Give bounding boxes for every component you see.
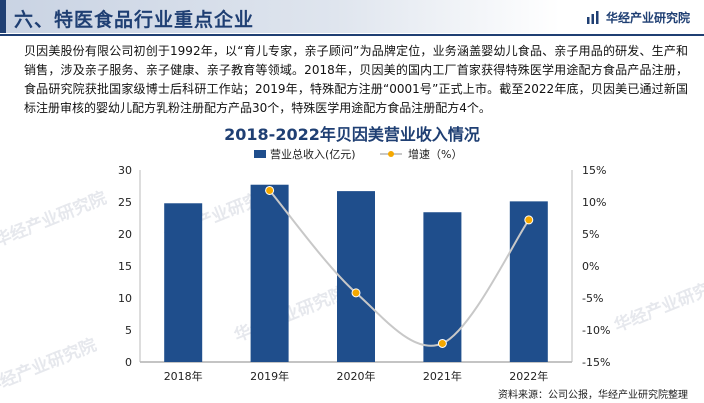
legend-line-label: 增速（%） (408, 147, 462, 161)
y-right-tick-label: 0% (582, 260, 599, 273)
x-tick-label: 2019年 (250, 369, 289, 383)
y-right-tick-label: 5% (582, 228, 599, 241)
revenue-bar (423, 212, 462, 362)
x-tick-label: 2018年 (164, 369, 203, 383)
legend-bar-label: 营业总收入(亿元) (270, 147, 356, 161)
y-left-tick-label: 30 (118, 164, 132, 177)
legend-bar-swatch (254, 150, 266, 158)
header-divider (0, 34, 704, 36)
data-source: 资料来源：公司公报，华经产业研究院整理 (498, 390, 688, 401)
revenue-bar (250, 184, 289, 362)
y-right-tick-label: -5% (582, 292, 603, 305)
growth-point (437, 338, 447, 348)
company-description: 贝因美股份有限公司初创于1992年，以“育儿专家，亲子顾问”为品牌定位，业务涵盖… (24, 44, 688, 115)
revenue-bar (337, 191, 375, 362)
y-left-tick-label: 10 (118, 292, 132, 305)
y-left-tick-label: 5 (125, 324, 132, 337)
y-right-tick-label: 15% (582, 164, 606, 177)
y-left-tick-label: 0 (125, 356, 132, 369)
revenue-bar (164, 203, 203, 362)
page-title: 六、特医食品行业重点企业 (14, 9, 255, 31)
growth-point (524, 215, 534, 225)
x-tick-label: 2020年 (337, 369, 376, 383)
y-right-tick-label: -10% (582, 324, 610, 337)
header-bar (0, 0, 560, 33)
growth-line (268, 189, 530, 347)
chart-title: 2018-2022年贝因美营业收入情况 (224, 125, 480, 144)
brand-logo-icon (586, 10, 599, 24)
x-tick-label: 2022年 (509, 369, 548, 383)
brand-name: 华经产业研究院 (605, 11, 690, 25)
header-accent (0, 0, 6, 33)
legend-line-marker (388, 151, 394, 157)
y-right-tick-label: 10% (582, 196, 606, 209)
y-left-tick-label: 20 (118, 228, 132, 241)
y-left-tick-label: 15 (118, 260, 132, 273)
page-header: 六、特医食品行业重点企业 华经产业研究院 (0, 0, 704, 36)
growth-point (351, 288, 361, 298)
brand: 华经产业研究院 (586, 9, 690, 26)
revenue-bar (509, 201, 548, 362)
growth-point (265, 185, 275, 195)
y-right-tick-label: -15% (582, 356, 610, 369)
y-left-tick-label: 25 (118, 196, 132, 209)
x-tick-label: 2021年 (423, 369, 462, 383)
